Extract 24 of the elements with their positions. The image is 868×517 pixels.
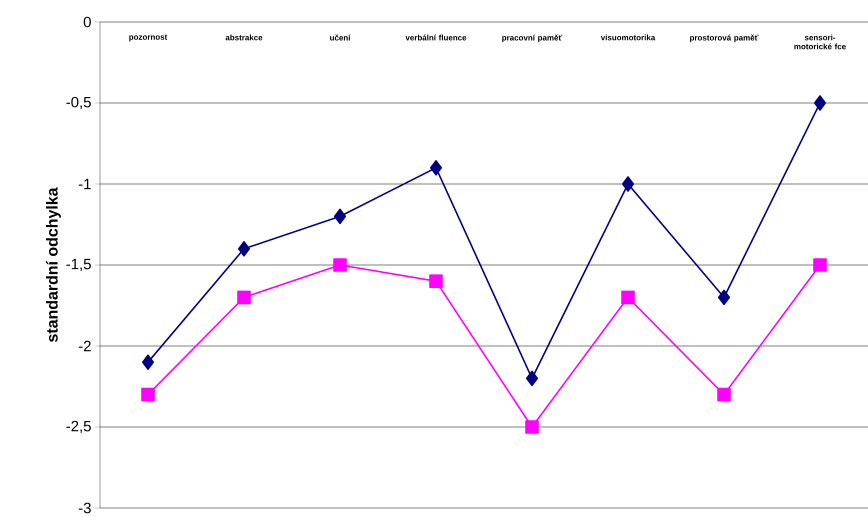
point [334,208,346,224]
y-tick-label: -3 [78,502,91,514]
y-tick-label: -1,5 [66,258,91,272]
y-axis-title: standardní odchylka [46,187,61,342]
point [430,160,442,176]
point [429,274,443,288]
point [814,95,826,111]
point [718,290,730,306]
point [237,290,251,304]
y-tick-label: 0 [84,16,91,28]
point [526,370,538,386]
point [142,354,154,370]
y-tick-label: -2,5 [66,420,91,434]
y-tick-label: -0,5 [66,96,91,110]
point [717,388,731,402]
point [141,388,155,402]
point [621,290,635,304]
y-tick-label: -1 [78,178,91,190]
y-tick-label: -2 [78,340,91,352]
point [525,420,539,434]
point [813,258,827,272]
point [333,258,347,272]
point [238,240,250,257]
point [622,176,634,192]
